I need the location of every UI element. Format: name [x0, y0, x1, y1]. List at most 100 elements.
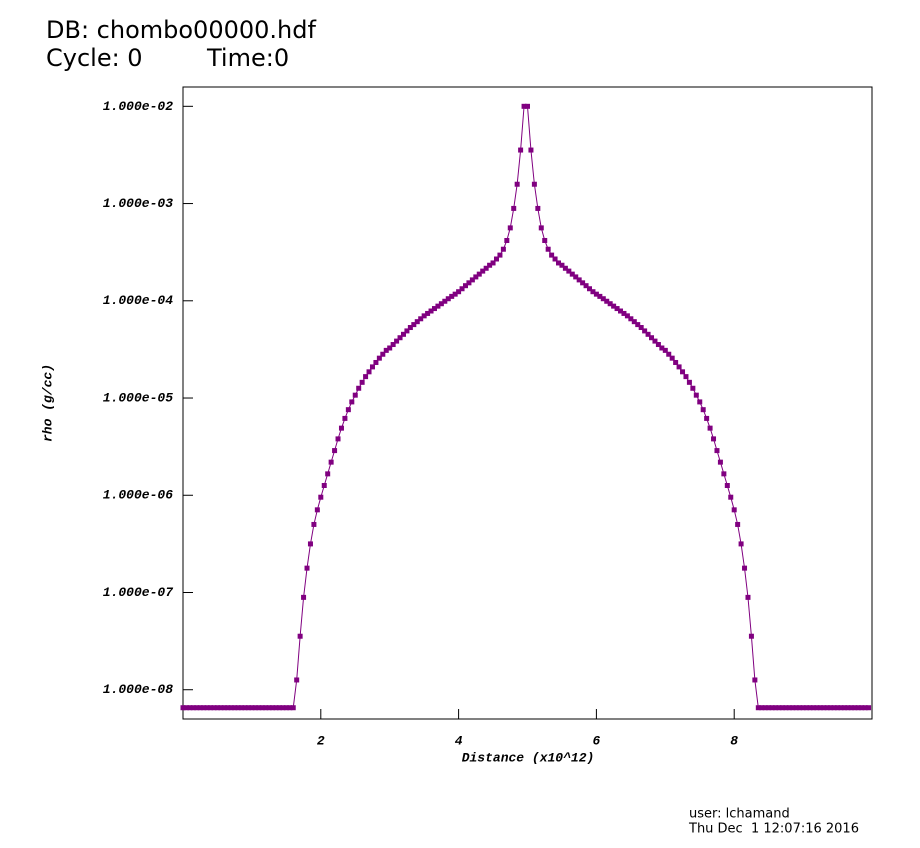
data-point — [187, 705, 193, 711]
data-point — [500, 246, 506, 252]
data-point — [418, 316, 424, 322]
data-point — [707, 425, 713, 431]
data-point — [662, 347, 668, 353]
data-point — [755, 705, 761, 711]
data-point — [469, 277, 475, 283]
data-point — [748, 633, 754, 639]
data-point — [321, 482, 327, 488]
data-point — [817, 705, 823, 711]
data-point — [180, 705, 186, 711]
data-point — [559, 262, 565, 268]
data-point — [593, 291, 599, 297]
data-point — [232, 705, 238, 711]
data-point — [562, 265, 568, 271]
data-point — [528, 147, 534, 153]
data-point — [759, 705, 765, 711]
data-point — [363, 374, 369, 380]
data-point — [597, 293, 603, 299]
data-point — [542, 237, 548, 243]
data-point — [655, 342, 661, 348]
data-point — [438, 301, 444, 307]
data-point — [352, 392, 358, 398]
data-point — [797, 705, 803, 711]
time-label: Time:0 — [206, 44, 289, 72]
data-point — [518, 147, 524, 153]
data-point — [304, 565, 310, 571]
data-point — [390, 342, 396, 348]
data-point — [676, 364, 682, 370]
data-point — [552, 256, 558, 262]
data-point — [545, 246, 551, 252]
data-point — [587, 286, 593, 292]
y-tick-label: 1.000e-03 — [103, 196, 173, 211]
data-point — [245, 705, 251, 711]
data-point — [745, 594, 751, 600]
data-point — [848, 705, 854, 711]
data-point — [480, 268, 486, 274]
x-tick-label: 6 — [592, 733, 600, 748]
data-point — [607, 301, 613, 307]
x-tick-label: 8 — [730, 733, 738, 748]
data-point — [569, 271, 575, 277]
data-point — [211, 705, 217, 711]
data-point — [728, 494, 734, 500]
data-point — [762, 705, 768, 711]
data-point — [697, 399, 703, 405]
data-point — [783, 705, 789, 711]
data-point — [659, 345, 665, 351]
data-point — [666, 351, 672, 357]
data-point — [521, 103, 527, 109]
data-point — [311, 521, 317, 527]
data-point — [221, 705, 227, 711]
data-point — [852, 705, 858, 711]
data-point — [600, 296, 606, 302]
user-label: user: lchamand — [689, 807, 790, 822]
data-point — [280, 705, 286, 711]
data-point — [328, 459, 334, 465]
data-point — [449, 293, 455, 299]
data-point — [228, 705, 234, 711]
data-point — [425, 310, 431, 316]
data-point — [714, 448, 720, 454]
data-point — [225, 705, 231, 711]
data-point — [273, 705, 279, 711]
data-point — [249, 705, 255, 711]
data-point — [483, 265, 489, 271]
data-point — [376, 355, 382, 361]
y-axis-label: rho (g/cc) — [40, 364, 55, 442]
data-point — [190, 705, 196, 711]
data-point — [373, 359, 379, 365]
data-point — [383, 347, 389, 353]
data-point — [497, 252, 503, 258]
data-point — [387, 345, 393, 351]
data-point — [576, 277, 582, 283]
y-tick-label: 1.000e-04 — [103, 293, 173, 308]
data-point — [628, 316, 634, 322]
data-point — [442, 298, 448, 304]
data-point — [242, 705, 248, 711]
data-point — [735, 521, 741, 527]
plot-frame — [182, 86, 873, 720]
data-point — [394, 338, 400, 344]
data-point — [514, 181, 520, 187]
data-point — [652, 338, 658, 344]
data-point — [669, 355, 675, 361]
data-point — [800, 705, 806, 711]
data-point — [235, 705, 241, 711]
x-tick-label: 2 — [317, 733, 325, 748]
data-point — [411, 322, 417, 328]
y-tick-label: 1.000e-06 — [103, 488, 173, 503]
data-point — [218, 705, 224, 711]
data-point — [504, 237, 510, 243]
data-point — [776, 705, 782, 711]
data-point — [731, 507, 737, 513]
data-point — [638, 325, 644, 331]
data-point — [287, 705, 293, 711]
data-point — [487, 262, 493, 268]
data-point — [531, 181, 537, 187]
data-point — [621, 310, 627, 316]
data-point — [721, 471, 727, 477]
data-point — [535, 205, 541, 211]
data-point — [649, 335, 655, 341]
